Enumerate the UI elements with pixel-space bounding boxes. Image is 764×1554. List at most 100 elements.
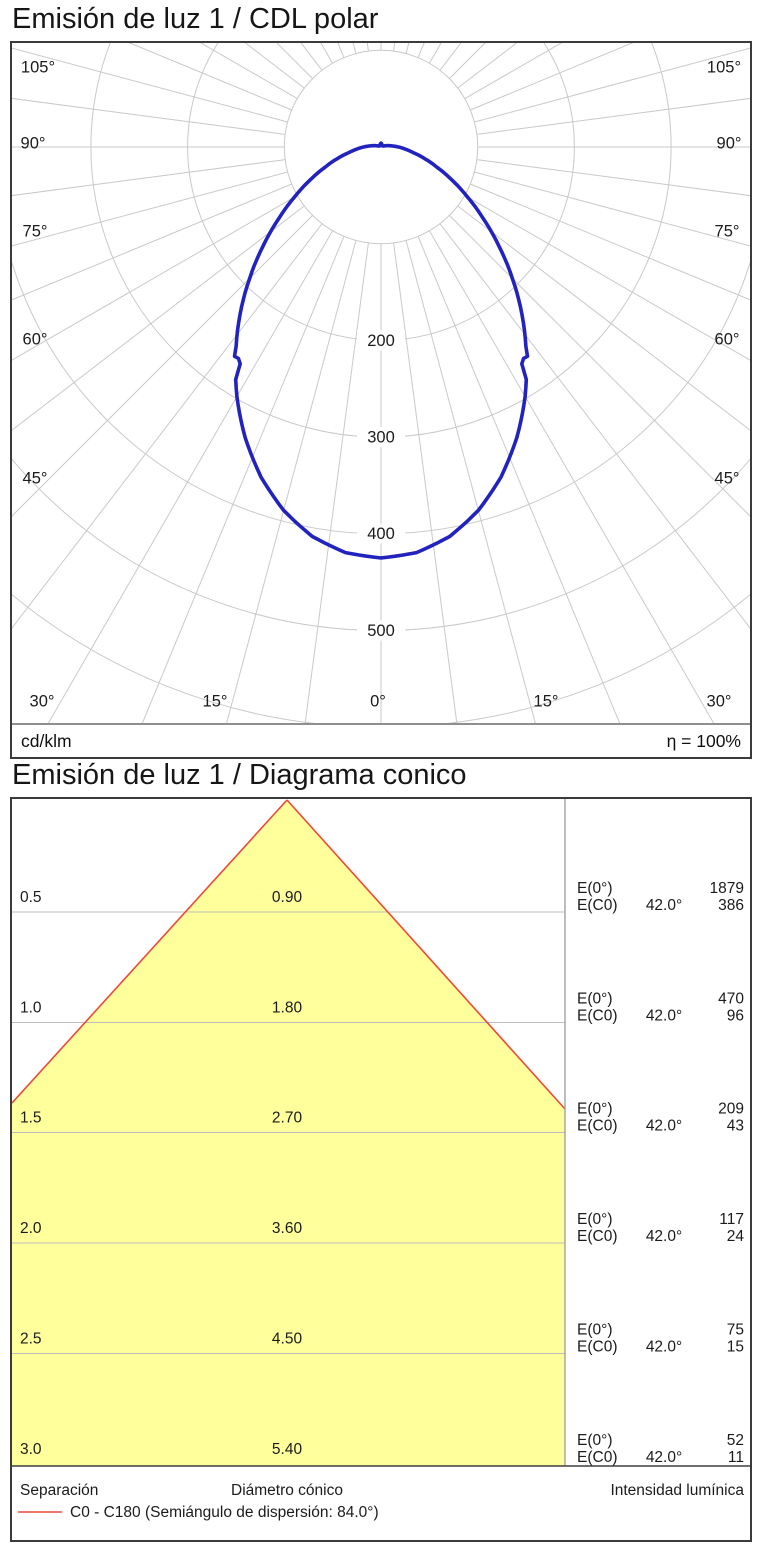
polar-angle-label-bottom: 30° <box>30 692 55 710</box>
e0-label: E(0°) <box>577 1322 612 1339</box>
polar-angle-label-left: 75° <box>23 222 48 240</box>
e0-value: 117 <box>719 1211 744 1228</box>
e0-value: 470 <box>718 991 744 1008</box>
beam-angle-value: 42.0° <box>646 1339 682 1356</box>
ec0-label: E(C0) <box>577 897 617 914</box>
intensity-column-header: Intensidad lumínica <box>610 1482 744 1499</box>
polar-angle-label-right: 45° <box>715 469 740 487</box>
ring-value-label: 400 <box>367 525 395 543</box>
e0-value: 1879 <box>710 880 744 897</box>
cone-diameter-value: 4.50 <box>272 1331 303 1348</box>
ec0-value: 11 <box>728 1449 744 1466</box>
polar-angle-gridline <box>128 43 292 111</box>
beam-angle-value: 42.0° <box>646 1008 682 1025</box>
polar-chart-title: Emisión de luz 1 / CDL polar <box>12 3 379 35</box>
ec0-label: E(C0) <box>577 1008 617 1025</box>
ec0-label: E(C0) <box>577 1118 617 1135</box>
cone-diameter-value: 1.80 <box>272 1000 303 1017</box>
polar-angle-label-bottom: 30° <box>707 692 732 710</box>
polar-units-label: cd/klm <box>21 730 72 751</box>
polar-angle-gridline <box>474 171 750 247</box>
separation-value: 2.0 <box>20 1220 42 1237</box>
polar-angle-gridline <box>476 159 750 197</box>
e0-value: 75 <box>727 1322 744 1339</box>
ring-label-chip <box>357 523 405 544</box>
polar-angle-gridline <box>12 183 292 301</box>
beam-edge-right <box>286 799 566 1110</box>
beam-angle-value: 42.0° <box>646 1118 682 1135</box>
polar-angle-gridline <box>244 43 305 89</box>
beam-edge-left <box>12 799 288 1104</box>
polar-angle-label-right: 75° <box>715 222 740 240</box>
cone-diameter-value: 3.60 <box>272 1220 303 1237</box>
polar-angle-label-right: 105° <box>707 58 741 76</box>
polar-angle-gridline <box>337 43 345 58</box>
polar-angle-gridline <box>141 236 345 723</box>
beam-angle-value: 42.0° <box>646 897 682 914</box>
polar-angle-label-bottom: 0° <box>370 692 386 710</box>
ec0-label: E(C0) <box>577 1228 617 1245</box>
polar-efficiency-label: η = 100% <box>666 730 741 751</box>
polar-angle-gridline <box>366 43 369 52</box>
cone-diameter-value: 5.40 <box>272 1441 303 1458</box>
polar-angle-gridline <box>470 183 750 301</box>
separation-value: 1.5 <box>20 1110 42 1127</box>
e0-label: E(0°) <box>577 991 612 1008</box>
polar-angle-gridline <box>12 47 288 123</box>
polar-angle-gridline <box>428 230 715 723</box>
polar-chart-footer: cd/klm η = 100% <box>12 723 750 757</box>
polar-angle-gridline <box>464 194 750 361</box>
separation-value: 3.0 <box>20 1441 42 1458</box>
polar-angle-label-left: 90° <box>21 134 46 152</box>
ring-value-label: 200 <box>367 332 395 350</box>
polar-angle-gridline <box>476 97 750 135</box>
polar-angle-gridline <box>417 236 621 723</box>
e0-value: 52 <box>727 1432 744 1449</box>
ec0-value: 15 <box>727 1339 744 1356</box>
polar-angle-gridline <box>276 43 313 79</box>
separation-value: 2.5 <box>20 1331 42 1348</box>
cone-diagram-panel: 0.5 0.90 E(0°) 1879 E(C0) 42.0° 386 1.0 1.80 E(0°… <box>10 797 752 1542</box>
cone-diagram-title: Emisión de luz 1 / Diagrama conico <box>12 759 467 791</box>
e0-value: 209 <box>718 1101 744 1118</box>
beam-angle-value: 42.0° <box>646 1228 682 1245</box>
polar-intensity-chart: 200 300 400 500 105° 105° 90° 90° 75° 75° 60° 60° 45… <box>12 43 750 723</box>
intensity-curve-c0-c180 <box>232 141 530 560</box>
ring-label-chip <box>357 427 405 448</box>
polar-angle-gridline <box>457 205 750 431</box>
polar-ring-gridline <box>283 49 479 245</box>
polar-angle-label-bottom: 15° <box>203 692 228 710</box>
ec0-value: 386 <box>718 897 744 914</box>
polar-angle-gridline <box>449 215 750 517</box>
cone-diameter-value: 2.70 <box>272 1110 303 1127</box>
ec0-value: 96 <box>727 1008 744 1025</box>
polar-angle-gridline <box>417 43 425 58</box>
polar-angle-label-left: 60° <box>23 330 48 348</box>
cone-diagram-chart: 0.5 0.90 E(0°) 1879 E(C0) 42.0° 386 1.0 1.80 E(0°… <box>12 799 750 1521</box>
polar-angle-gridline <box>12 215 313 517</box>
beam-angle-value: 42.0° <box>646 1449 682 1466</box>
polar-angle-gridline <box>12 171 288 247</box>
polar-angle-gridline <box>393 242 458 723</box>
polar-angle-label-left: 105° <box>21 58 55 76</box>
ring-label-chip <box>357 620 405 641</box>
polar-angle-gridline <box>47 230 334 723</box>
legend-label: C0 - C180 (Semiángulo de dispersión: 84.… <box>70 1504 379 1521</box>
polar-angle-label-bottom: 15° <box>534 692 559 710</box>
ec0-label: E(C0) <box>577 1339 617 1356</box>
polar-angle-gridline <box>449 43 486 79</box>
polar-angle-gridline <box>12 194 298 361</box>
separation-column-header: Separación <box>20 1482 98 1499</box>
polar-angle-gridline <box>474 47 750 123</box>
e0-label: E(0°) <box>577 1432 612 1449</box>
polar-angle-label-left: 45° <box>23 469 48 487</box>
polar-angle-gridline <box>12 159 286 197</box>
ec0-value: 43 <box>727 1118 744 1135</box>
e0-label: E(0°) <box>577 1101 612 1118</box>
separation-value: 1.0 <box>20 1000 42 1017</box>
e0-label: E(0°) <box>577 880 612 897</box>
polar-angle-gridline <box>439 223 750 629</box>
ring-value-label: 500 <box>367 622 395 640</box>
polar-angle-gridline <box>12 223 323 629</box>
